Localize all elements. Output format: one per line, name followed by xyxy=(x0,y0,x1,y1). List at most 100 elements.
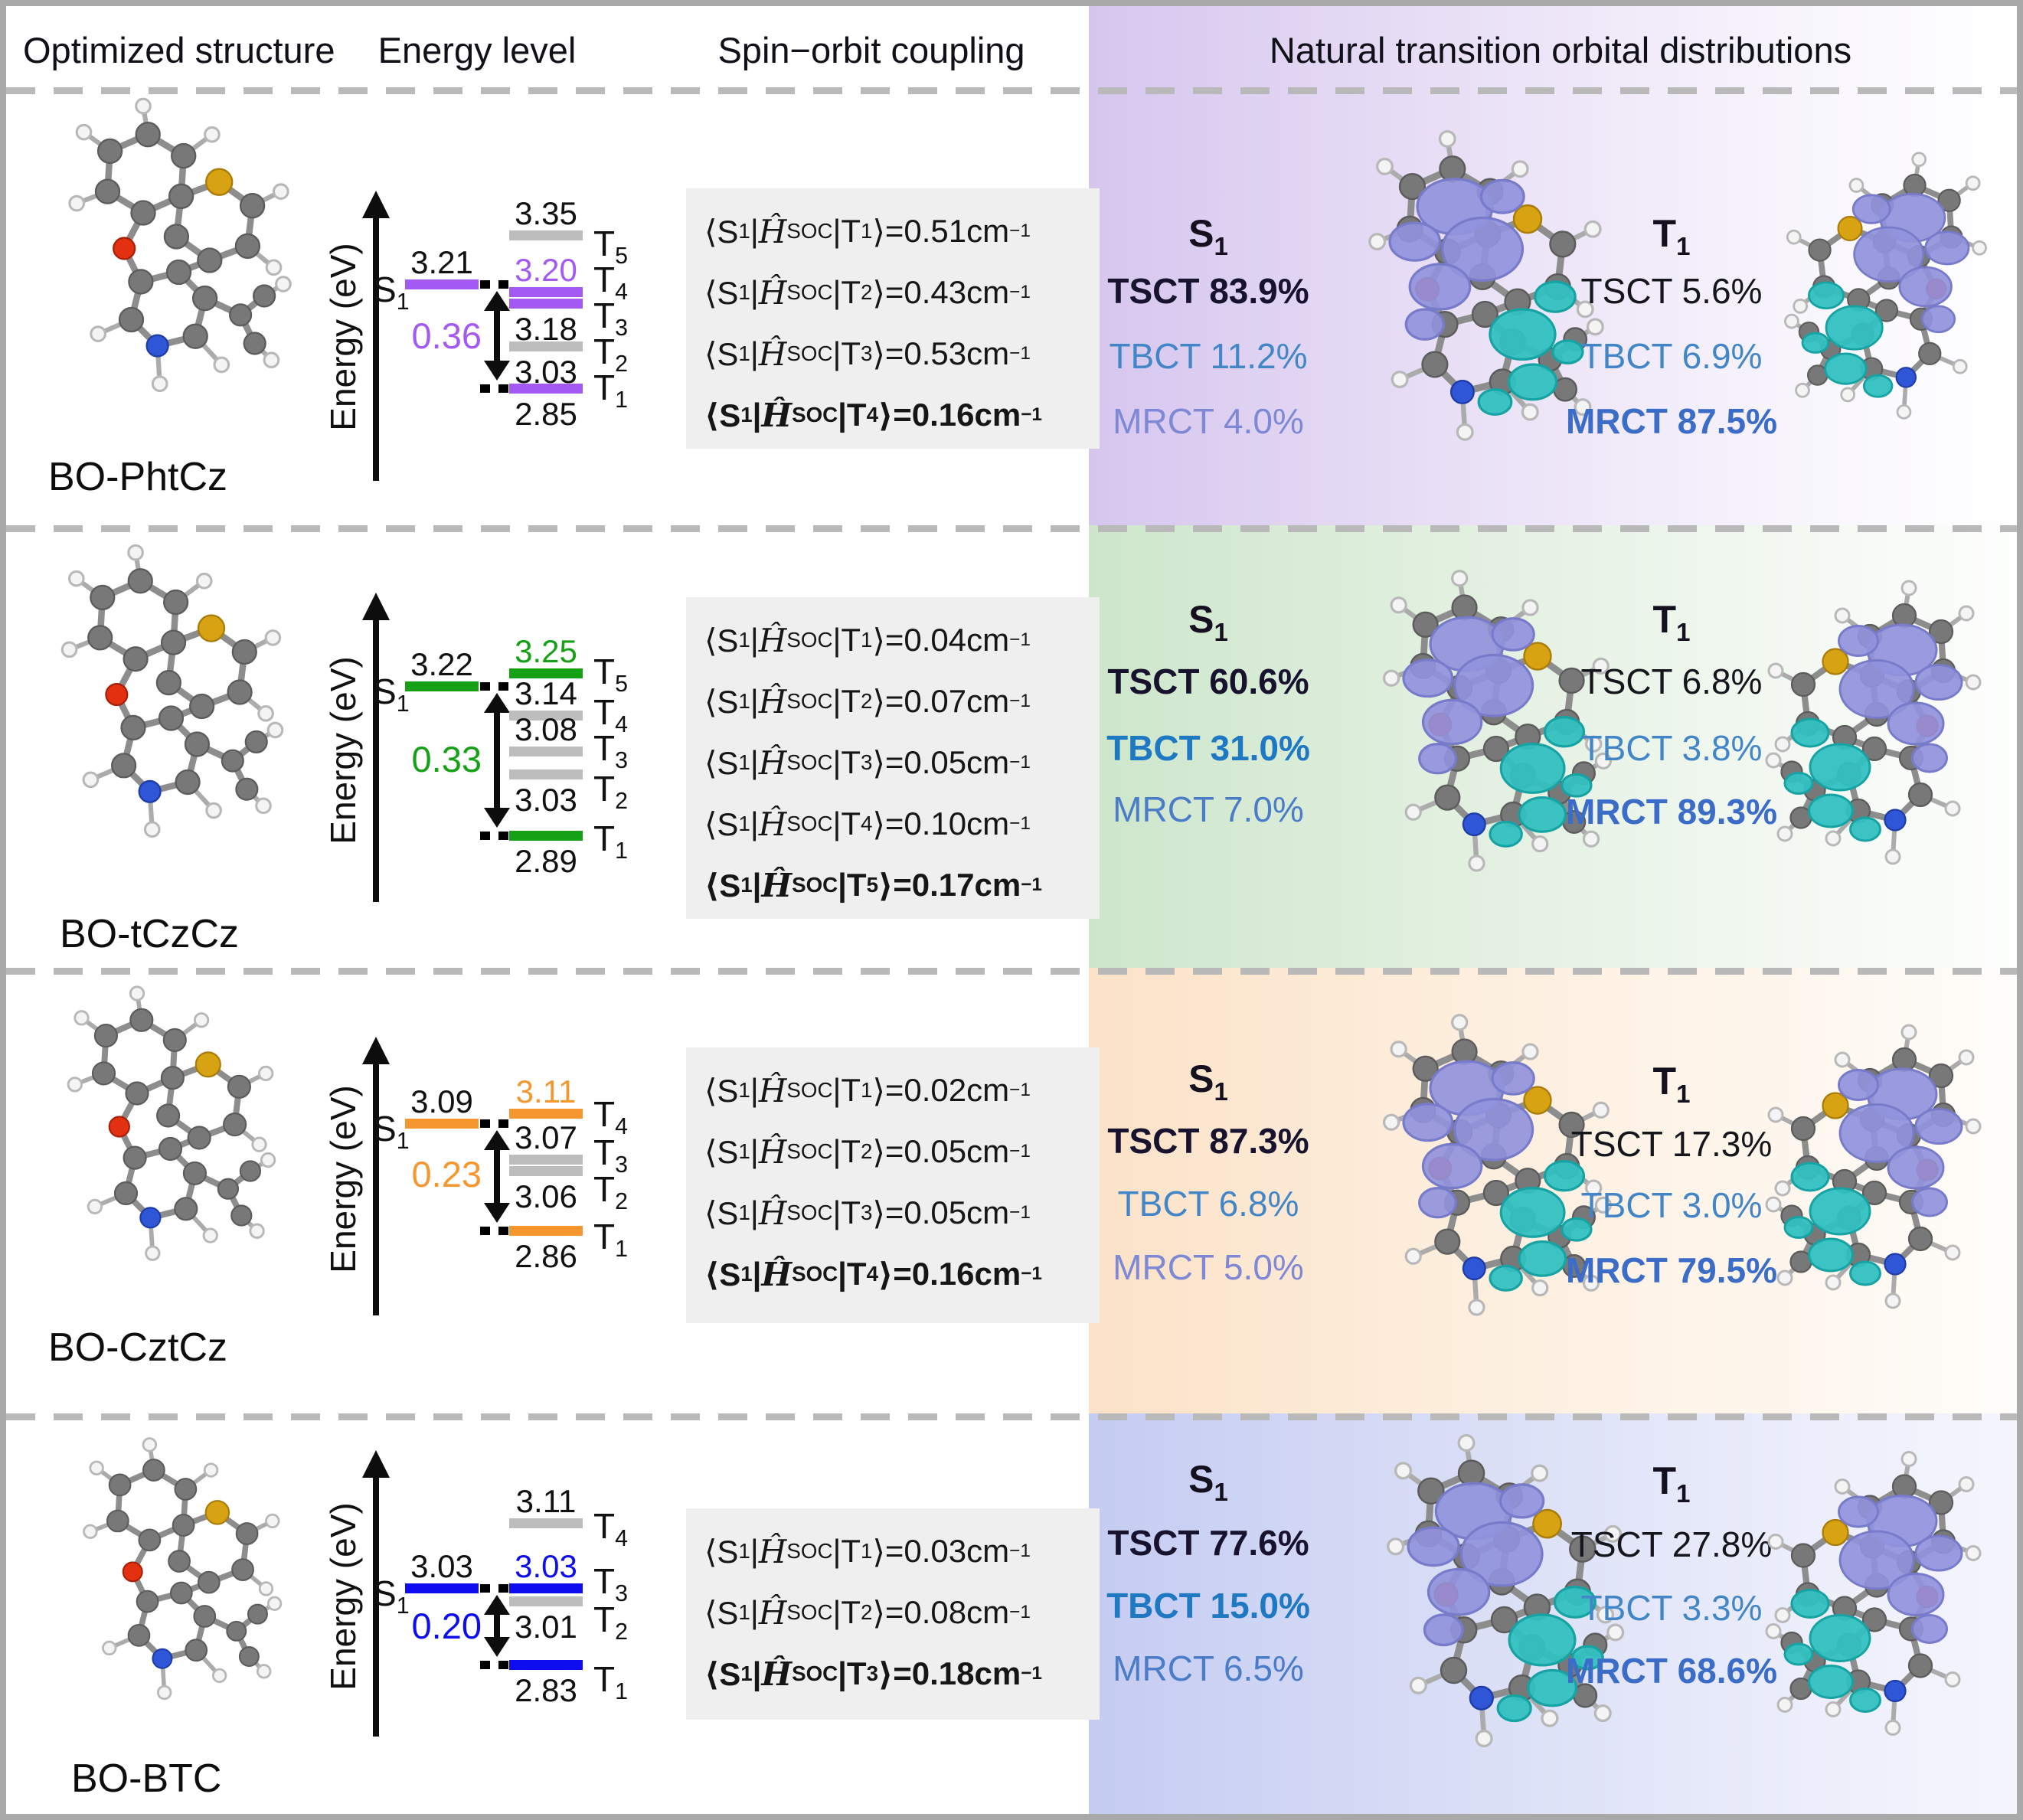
t3-level-bar xyxy=(509,299,583,309)
gap-arrow-down xyxy=(484,808,510,828)
nto-s1-tsct: TSCT 87.3% xyxy=(1107,1121,1309,1161)
nto-t1-tbct: TBCT 6.9% xyxy=(1580,336,1763,376)
soc-line: ⟨S 1 | Ĥ SOC |T 3 ⟩ = 0.05 cm −1 xyxy=(704,1194,1031,1232)
singlet-triplet-gap-value: 0.36 xyxy=(411,315,482,356)
gap-arrow-up xyxy=(484,1595,510,1615)
nto-t1-tsct: TSCT 17.3% xyxy=(1570,1124,1773,1164)
soc-line-highlight: ⟨S 1 | Ĥ SOC |T 4 ⟩ = 0.16 cm −1 xyxy=(704,1255,1042,1293)
t5-level-label: T5 xyxy=(593,652,628,698)
soc-line: ⟨S 1 | Ĥ SOC |T 2 ⟩ = 0.08 cm −1 xyxy=(704,1593,1031,1632)
dotted-connector xyxy=(480,1227,515,1235)
energy-level-diagram: Energy (eV) S1 3.09 0.23 3.11 T4 3.07 T3… xyxy=(309,1032,676,1331)
t3-level-label: T3 xyxy=(593,296,628,341)
molecule-name: BO-PhtCz xyxy=(48,455,228,499)
dashed-separator xyxy=(6,968,2017,975)
t4-level-label: T4 xyxy=(593,692,628,738)
t3-level-bar xyxy=(509,747,583,756)
gap-arrow-line xyxy=(494,309,500,361)
column-header-energy-level: Energy level xyxy=(377,30,577,70)
t3-energy-value: 3.18 xyxy=(515,311,577,347)
gap-arrow-down xyxy=(484,1637,510,1657)
t3-level-label: T3 xyxy=(593,728,628,774)
nto-t1-mrct: MRCT 89.3% xyxy=(1565,792,1778,832)
soc-line: ⟨S 1 | Ĥ SOC |T 2 ⟩ = 0.05 cm −1 xyxy=(704,1132,1031,1171)
energy-axis xyxy=(373,1063,379,1315)
t3-level-label: T3 xyxy=(593,1561,628,1607)
singlet-triplet-gap-value: 0.20 xyxy=(411,1606,482,1646)
s1-level-label: S1 xyxy=(373,1109,410,1155)
t2-level-bar xyxy=(509,769,583,779)
s1-level-label: S1 xyxy=(373,1573,410,1619)
t1-level-bar xyxy=(509,831,583,841)
s1-energy-value: 3.22 xyxy=(410,646,473,682)
soc-line: ⟨S 1 | Ĥ SOC |T 4 ⟩ = 0.10 cm −1 xyxy=(704,805,1031,843)
nto-s1-title: S1 xyxy=(1188,1458,1228,1506)
nto-t1-orbital-image xyxy=(1760,1430,2012,1809)
soc-box: ⟨S 1 | Ĥ SOC |T 1 ⟩ = 0.02 cm −1 ⟨S 1 | Ĥ SOC |T 2 ⟩ = … xyxy=(686,1047,1100,1323)
soc-line: ⟨S 1 | Ĥ SOC |T 3 ⟩ = 0.53 cm −1 xyxy=(704,335,1031,373)
soc-line-highlight: ⟨S 1 | Ĥ SOC |T 5 ⟩ = 0.17 cm −1 xyxy=(704,866,1042,904)
singlet-triplet-gap-value: 0.33 xyxy=(411,739,482,779)
soc-line: ⟨S 1 | Ĥ SOC |T 1 ⟩ = 0.02 cm −1 xyxy=(704,1071,1031,1109)
s1-level-label: S1 xyxy=(373,671,410,717)
nto-s1-mrct: MRCT 5.0% xyxy=(1113,1247,1304,1287)
nto-s1-title: S1 xyxy=(1188,212,1228,260)
s1-energy-value: 3.03 xyxy=(410,1548,473,1584)
molecule-name: BO-CztCz xyxy=(48,1325,227,1370)
gap-arrow-down xyxy=(484,361,510,381)
dotted-connector xyxy=(480,1661,515,1669)
molecule-name: BO-BTC xyxy=(71,1756,222,1801)
energy-level-diagram: Energy (eV) S1 3.21 0.36 3.35 T5 3.20 T4… xyxy=(309,186,676,492)
nto-s1-tsct: TSCT 83.9% xyxy=(1107,271,1309,311)
t1-level-label: T1 xyxy=(593,1217,628,1263)
dotted-connector xyxy=(480,1119,515,1128)
nto-s1-title: S1 xyxy=(1188,1057,1228,1106)
t1-level-label: T1 xyxy=(593,368,628,413)
t5-level-bar xyxy=(509,230,583,240)
energy-axis-arrowhead xyxy=(362,191,390,218)
soc-box: ⟨S 1 | Ĥ SOC |T 1 ⟩ = 0.04 cm −1 ⟨S 1 | Ĥ SOC |T 2 ⟩ = … xyxy=(686,597,1100,919)
nto-t1-title: T1 xyxy=(1652,1459,1691,1508)
nto-s1-mrct: MRCT 7.0% xyxy=(1113,789,1304,829)
t3-energy-value: 3.03 xyxy=(515,1548,577,1584)
dashed-separator xyxy=(6,525,2017,532)
t2-level-bar xyxy=(509,341,583,351)
t4-level-label: T4 xyxy=(593,1506,628,1552)
nto-s1-mrct: MRCT 4.0% xyxy=(1113,401,1304,441)
energy-axis xyxy=(373,1476,379,1737)
t4-level-label: T4 xyxy=(593,1094,628,1140)
soc-line-highlight: ⟨S 1 | Ĥ SOC |T 3 ⟩ = 0.18 cm −1 xyxy=(704,1655,1042,1693)
dashed-separator xyxy=(6,1413,2017,1420)
t4-level-bar xyxy=(509,1518,583,1528)
t3-level-bar xyxy=(509,1155,583,1165)
t2-level-label: T2 xyxy=(593,1169,628,1215)
t4-level-label: T4 xyxy=(593,260,628,306)
nto-s1-tbct: TBCT 11.2% xyxy=(1109,336,1308,376)
nto-s1-tsct: TSCT 60.6% xyxy=(1107,662,1309,701)
t1-energy-value: 2.89 xyxy=(515,843,577,879)
gap-arrow-up xyxy=(484,693,510,713)
t5-energy-value: 3.25 xyxy=(515,633,577,669)
nto-t1-mrct: MRCT 79.5% xyxy=(1565,1250,1778,1290)
dotted-connector xyxy=(480,1584,515,1593)
s1-level-bar xyxy=(405,1583,479,1593)
nto-s1-title: S1 xyxy=(1188,598,1228,646)
nto-t1-tsct: TSCT 6.8% xyxy=(1580,662,1763,701)
soc-line: ⟨S 1 | Ĥ SOC |T 1 ⟩ = 0.04 cm −1 xyxy=(704,621,1031,659)
t5-level-label: T5 xyxy=(593,224,628,270)
gap-arrow-up xyxy=(484,1130,510,1150)
t1-level-bar xyxy=(509,1226,583,1236)
t2-level-bar xyxy=(509,1596,583,1606)
dotted-connector xyxy=(480,832,515,840)
t4-energy-value: 3.20 xyxy=(515,252,577,288)
singlet-triplet-gap-value: 0.23 xyxy=(411,1154,482,1194)
t3-energy-value: 3.08 xyxy=(515,711,577,747)
soc-box: ⟨S 1 | Ĥ SOC |T 1 ⟩ = 0.51 cm −1 ⟨S 1 | Ĥ SOC |T 2 ⟩ = … xyxy=(686,188,1100,449)
gap-arrow-line xyxy=(494,1613,500,1637)
t2-level-label: T2 xyxy=(593,769,628,815)
soc-line: ⟨S 1 | Ĥ SOC |T 3 ⟩ = 0.05 cm −1 xyxy=(704,743,1031,782)
t5-level-bar xyxy=(509,668,583,678)
column-header-spin-orbit-coupling: Spin−orbit coupling xyxy=(717,30,1025,70)
soc-line-highlight: ⟨S 1 | Ĥ SOC |T 4 ⟩ = 0.16 cm −1 xyxy=(704,396,1042,434)
dashed-separator xyxy=(6,87,2017,94)
